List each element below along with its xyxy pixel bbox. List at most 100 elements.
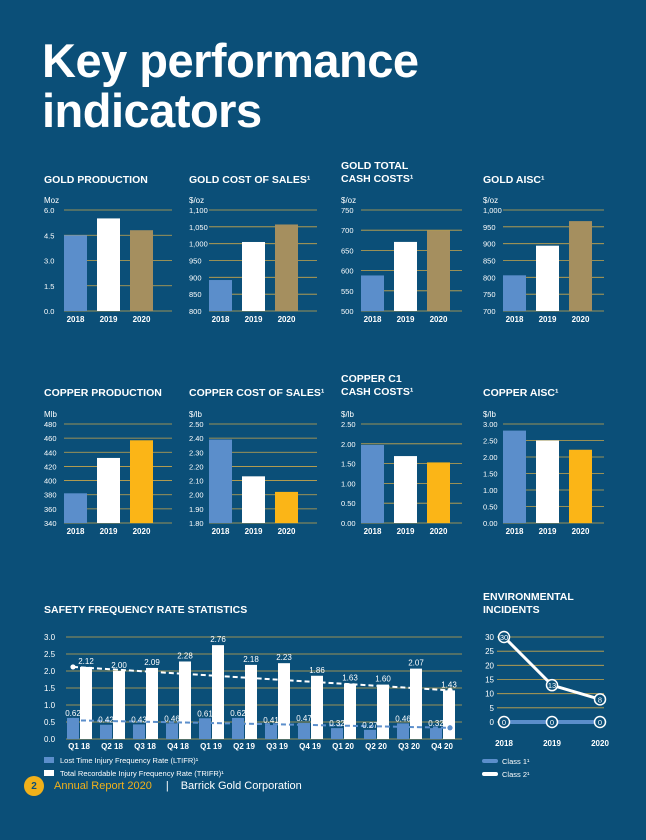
tick-label: 900 — [189, 273, 202, 282]
bar-2019 — [97, 218, 120, 311]
tick-label: 750 — [483, 290, 496, 299]
tick-label: 700 — [341, 226, 354, 235]
tick-label: 850 — [483, 257, 496, 266]
trifr-bar — [311, 675, 323, 739]
category-label: Q4 20 — [431, 742, 453, 751]
trifr-bar — [212, 645, 224, 739]
category-label: 2019 — [100, 527, 118, 536]
ltifr-trend-start — [70, 717, 76, 723]
data-label: 30 — [500, 633, 508, 642]
tick-label: 1.5 — [44, 684, 56, 693]
data-label: 0 — [550, 718, 554, 727]
category-label: 2020 — [133, 527, 151, 536]
bar-2018 — [503, 275, 526, 311]
tick-label: 2.5 — [44, 650, 56, 659]
tick-label: 1,000 — [483, 206, 502, 215]
tick-label: 900 — [483, 240, 496, 249]
trifr-bar — [410, 668, 422, 739]
chart-title: CASH COSTS¹ — [341, 386, 414, 398]
tick-label: 1.50 — [341, 460, 356, 469]
tick-label: 550 — [341, 287, 354, 296]
ltifr-data-label: 0.46 — [395, 714, 411, 723]
category-label: 2020 — [133, 315, 151, 324]
axis-unit: $/lb — [189, 410, 202, 419]
tick-label: 1,100 — [189, 206, 208, 215]
category-label: Q2 19 — [233, 742, 255, 751]
ltifr-bar — [166, 723, 178, 739]
trifr-bar — [113, 671, 125, 739]
tick-label: 2.50 — [483, 437, 498, 446]
category-label: 2020 — [572, 527, 590, 536]
ltifr-bar — [364, 729, 376, 739]
tick-label: 3.0 — [44, 633, 56, 642]
trifr-data-label: 1.86 — [309, 666, 325, 675]
category-label: Q1 20 — [332, 742, 354, 751]
bar-2020 — [275, 224, 298, 311]
trifr-trend-line — [72, 665, 451, 692]
chart-copper-cost-of-sales: COPPER COST OF SALES¹ $/lb2.50 2.40 2.30 2.2… — [189, 387, 325, 536]
data-point — [593, 693, 607, 706]
trifr-trend-start — [70, 664, 76, 670]
trifr-data-label: 2.00 — [111, 661, 127, 670]
category-label: 2018 — [495, 739, 513, 748]
tick-label: 5 — [490, 704, 495, 713]
chart-title: COPPER C1 — [341, 373, 402, 385]
tick-label: 400 — [44, 477, 57, 486]
chart-gold-aisc: GOLD AISC¹ $/oz1,000 950 900 850 800 750 700 201… — [483, 174, 604, 324]
bar-2019 — [242, 241, 265, 311]
ltifr-trend-end — [447, 725, 453, 731]
trifr-data-label: 2.09 — [144, 658, 160, 667]
category-label: 2018 — [212, 527, 230, 536]
bar-2019 — [242, 476, 265, 523]
category-label: 2020 — [591, 739, 609, 748]
tick-label: 380 — [44, 491, 57, 500]
bar-2020 — [427, 462, 450, 523]
tick-label: 1.00 — [341, 479, 356, 488]
bar-2018 — [209, 280, 232, 311]
ltifr-bar — [100, 724, 112, 739]
tick-label: 6.0 — [44, 206, 54, 215]
tick-label: 15 — [485, 676, 494, 685]
chart-title: INCIDENTS — [483, 604, 540, 616]
bar-2018 — [503, 430, 526, 523]
data-point — [545, 678, 559, 692]
category-label: Q4 19 — [299, 742, 321, 751]
ltifr-bar — [331, 728, 343, 739]
tick-label: 1.90 — [189, 505, 204, 514]
ltifr-data-label: 0.32 — [428, 719, 444, 728]
category-label: 2020 — [572, 315, 590, 324]
axis-unit: $/oz — [483, 196, 498, 205]
page-title-line-1: Key performance — [42, 34, 419, 87]
ltifr-data-label: 0.61 — [197, 709, 213, 718]
data-point — [545, 715, 559, 729]
tick-label: 0 — [490, 718, 495, 727]
legend-label-trifr: Total Recordable Injury Frequency Rate (… — [60, 769, 224, 778]
legend-swatch-ltifr — [44, 757, 54, 763]
tick-label: 800 — [189, 307, 202, 316]
tick-label: 2.0 — [44, 667, 56, 676]
tick-label: 480 — [44, 420, 57, 429]
tick-label: 2.50 — [189, 420, 204, 429]
ltifr-bar — [430, 728, 442, 739]
trifr-data-label: 2.07 — [408, 659, 424, 668]
trifr-bar — [278, 663, 290, 739]
tick-label: 2.00 — [483, 453, 498, 462]
tick-label: 3.0 — [44, 257, 54, 266]
footer-separator: | — [165, 780, 169, 792]
legend-label-ltifr: Lost Time Injury Frequency Rate (LTIFR)¹ — [60, 756, 199, 765]
tick-label: 0.0 — [44, 307, 54, 316]
tick-label: 700 — [483, 307, 496, 316]
category-label: 2019 — [539, 315, 557, 324]
tick-label: 1.5 — [44, 282, 54, 291]
bar-2020 — [275, 491, 298, 523]
bar-2019 — [536, 440, 559, 523]
bar-2019 — [536, 245, 559, 311]
trifr-data-label: 2.18 — [243, 655, 259, 664]
chart-safety: SAFETY FREQUENCY RATE STATISTICS 3.0 2.5 2.… — [44, 604, 462, 778]
